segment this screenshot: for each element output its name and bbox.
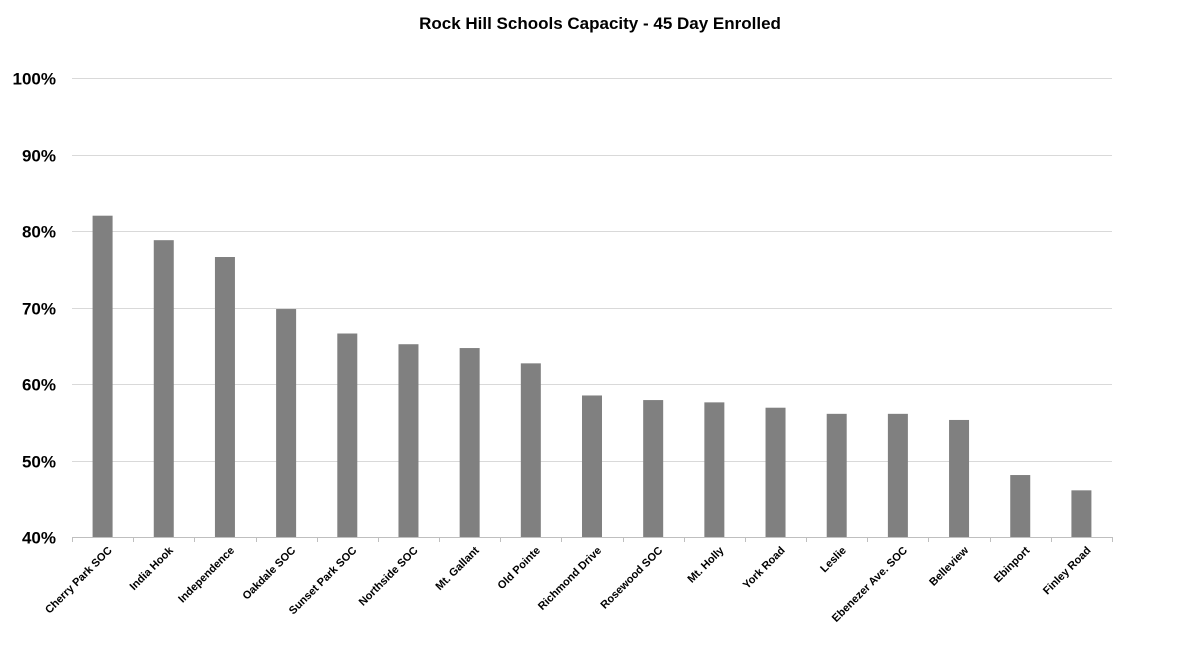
bar (153, 240, 174, 537)
y-tick-label: 90% (22, 147, 56, 166)
y-tick-label: 80% (22, 223, 56, 242)
bar (214, 257, 235, 537)
x-tick-label: Sunset Park SOC (287, 545, 360, 618)
y-tick-label: 50% (22, 453, 56, 472)
bar (887, 413, 908, 537)
bar (643, 400, 664, 537)
bar (459, 348, 480, 537)
bar (398, 344, 419, 537)
bar (92, 215, 113, 537)
bar (1010, 475, 1031, 537)
bar (337, 333, 358, 537)
x-tick-label: India Hook (128, 544, 177, 593)
bar (276, 309, 297, 537)
x-tick-label: Richmond Drive (536, 545, 604, 613)
bar (765, 407, 786, 537)
x-tick-label: York Road (741, 545, 788, 592)
y-tick-label: 60% (22, 376, 56, 395)
bar (949, 419, 970, 537)
bar (582, 395, 602, 537)
x-tick-label: Oakdale SOC (240, 545, 298, 603)
y-tick-label: 70% (22, 300, 56, 319)
x-tick-label: Cherry Park SOC (43, 545, 115, 617)
x-tick-label: Finley Road (1041, 545, 1094, 598)
x-tick-label: Mt. Holly (686, 544, 728, 586)
bar (704, 402, 725, 537)
x-tick-label: Rosewood SOC (598, 545, 665, 612)
bar (826, 413, 847, 537)
x-tick-label: Independence (176, 545, 237, 606)
bar (520, 363, 541, 537)
y-tick-label: 40% (22, 529, 56, 548)
chart-title: Rock Hill Schools Capacity - 45 Day Enro… (419, 14, 781, 33)
bar (1071, 490, 1092, 537)
x-tick-label: Ebinport (992, 544, 1033, 585)
x-tick-label: Leslie (818, 545, 849, 576)
x-tick-label: Mt. Gallant (434, 544, 482, 592)
y-tick-label: 100% (13, 70, 56, 89)
x-tick-label: Old Pointe (496, 545, 543, 592)
x-tick-label: Belleview (927, 544, 971, 588)
x-tick-label: Northside SOC (357, 545, 421, 609)
